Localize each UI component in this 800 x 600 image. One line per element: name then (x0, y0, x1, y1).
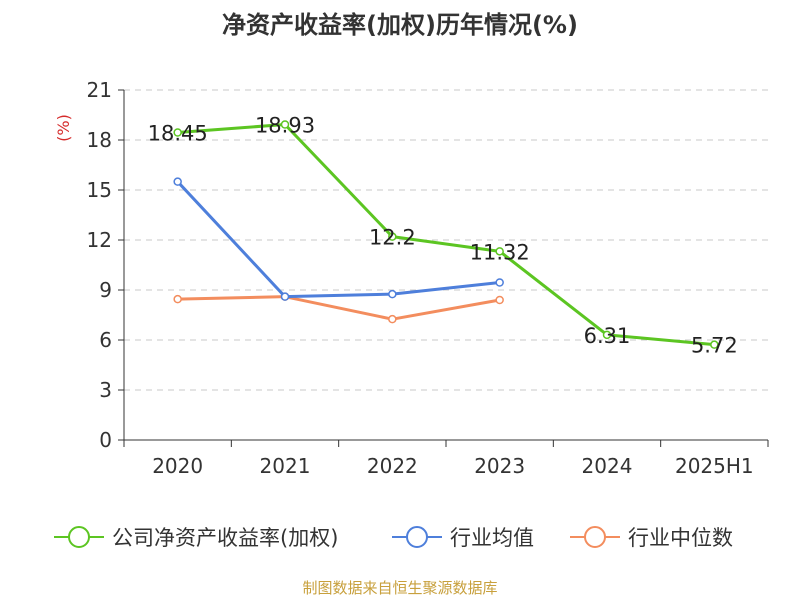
data-point (173, 294, 182, 304)
data-point (388, 289, 397, 299)
data-labels: 18.45 18.93 12.2 11.32 6.31 5.72 (148, 114, 738, 358)
data-point (495, 278, 504, 287)
chart-title: 净资产收益率(加权)历年情况(%) (222, 11, 578, 39)
x-tick-label: 2023 (474, 454, 525, 478)
series-line (176, 180, 500, 299)
axes: 0 3 6 9 12 15 18 21 2020 2021 2022 2023 2024 2025H1 (87, 78, 769, 478)
data-point (710, 340, 719, 349)
source-note: 制图数据来自恒生聚源数据库 (302, 579, 497, 597)
x-tick-label: 2020 (152, 454, 203, 478)
data-label: 12.2 (369, 226, 416, 250)
legend-label: 行业中位数 (628, 526, 733, 550)
legend-marker (584, 526, 606, 548)
data-label: 18.45 (148, 122, 208, 146)
data-point (388, 314, 397, 324)
y-axis-label: (%) (54, 114, 73, 142)
series-layer (173, 120, 719, 349)
data-point (173, 128, 182, 137)
data-point (495, 247, 504, 256)
y-tick-label: 3 (99, 378, 112, 402)
x-tick-label: 2022 (367, 454, 418, 478)
series-line (177, 295, 500, 321)
legend-label: 公司净资产收益率(加权) (112, 526, 338, 550)
legend-marker (406, 526, 428, 548)
y-tick-label: 0 (99, 428, 112, 452)
legend-label: 行业均值 (450, 526, 534, 550)
data-point (280, 120, 290, 129)
data-point (495, 295, 504, 305)
x-tick-label: 2021 (260, 454, 311, 478)
y-tick-label: 6 (99, 328, 112, 352)
y-tick-label: 21 (87, 78, 112, 102)
data-point (280, 292, 290, 301)
y-tick-label: 12 (87, 228, 112, 252)
data-label: 18.93 (255, 114, 315, 138)
y-tick-label: 9 (99, 278, 112, 302)
series-line (177, 123, 715, 347)
data-label: 6.31 (584, 324, 631, 348)
legend: 公司净资产收益率(加权) 行业均值 行业中位数 (54, 526, 733, 550)
data-label: 11.32 (470, 240, 530, 264)
y-tick-label: 15 (87, 178, 112, 202)
x-tick-label: 2025H1 (675, 454, 754, 478)
data-point (602, 330, 612, 340)
x-tick-label: 2024 (582, 454, 633, 478)
data-label: 5.72 (691, 334, 738, 358)
data-point (173, 177, 182, 186)
y-tick-label: 18 (87, 128, 112, 152)
legend-marker (68, 526, 90, 548)
grid-lines (124, 89, 768, 391)
data-point (388, 232, 397, 241)
